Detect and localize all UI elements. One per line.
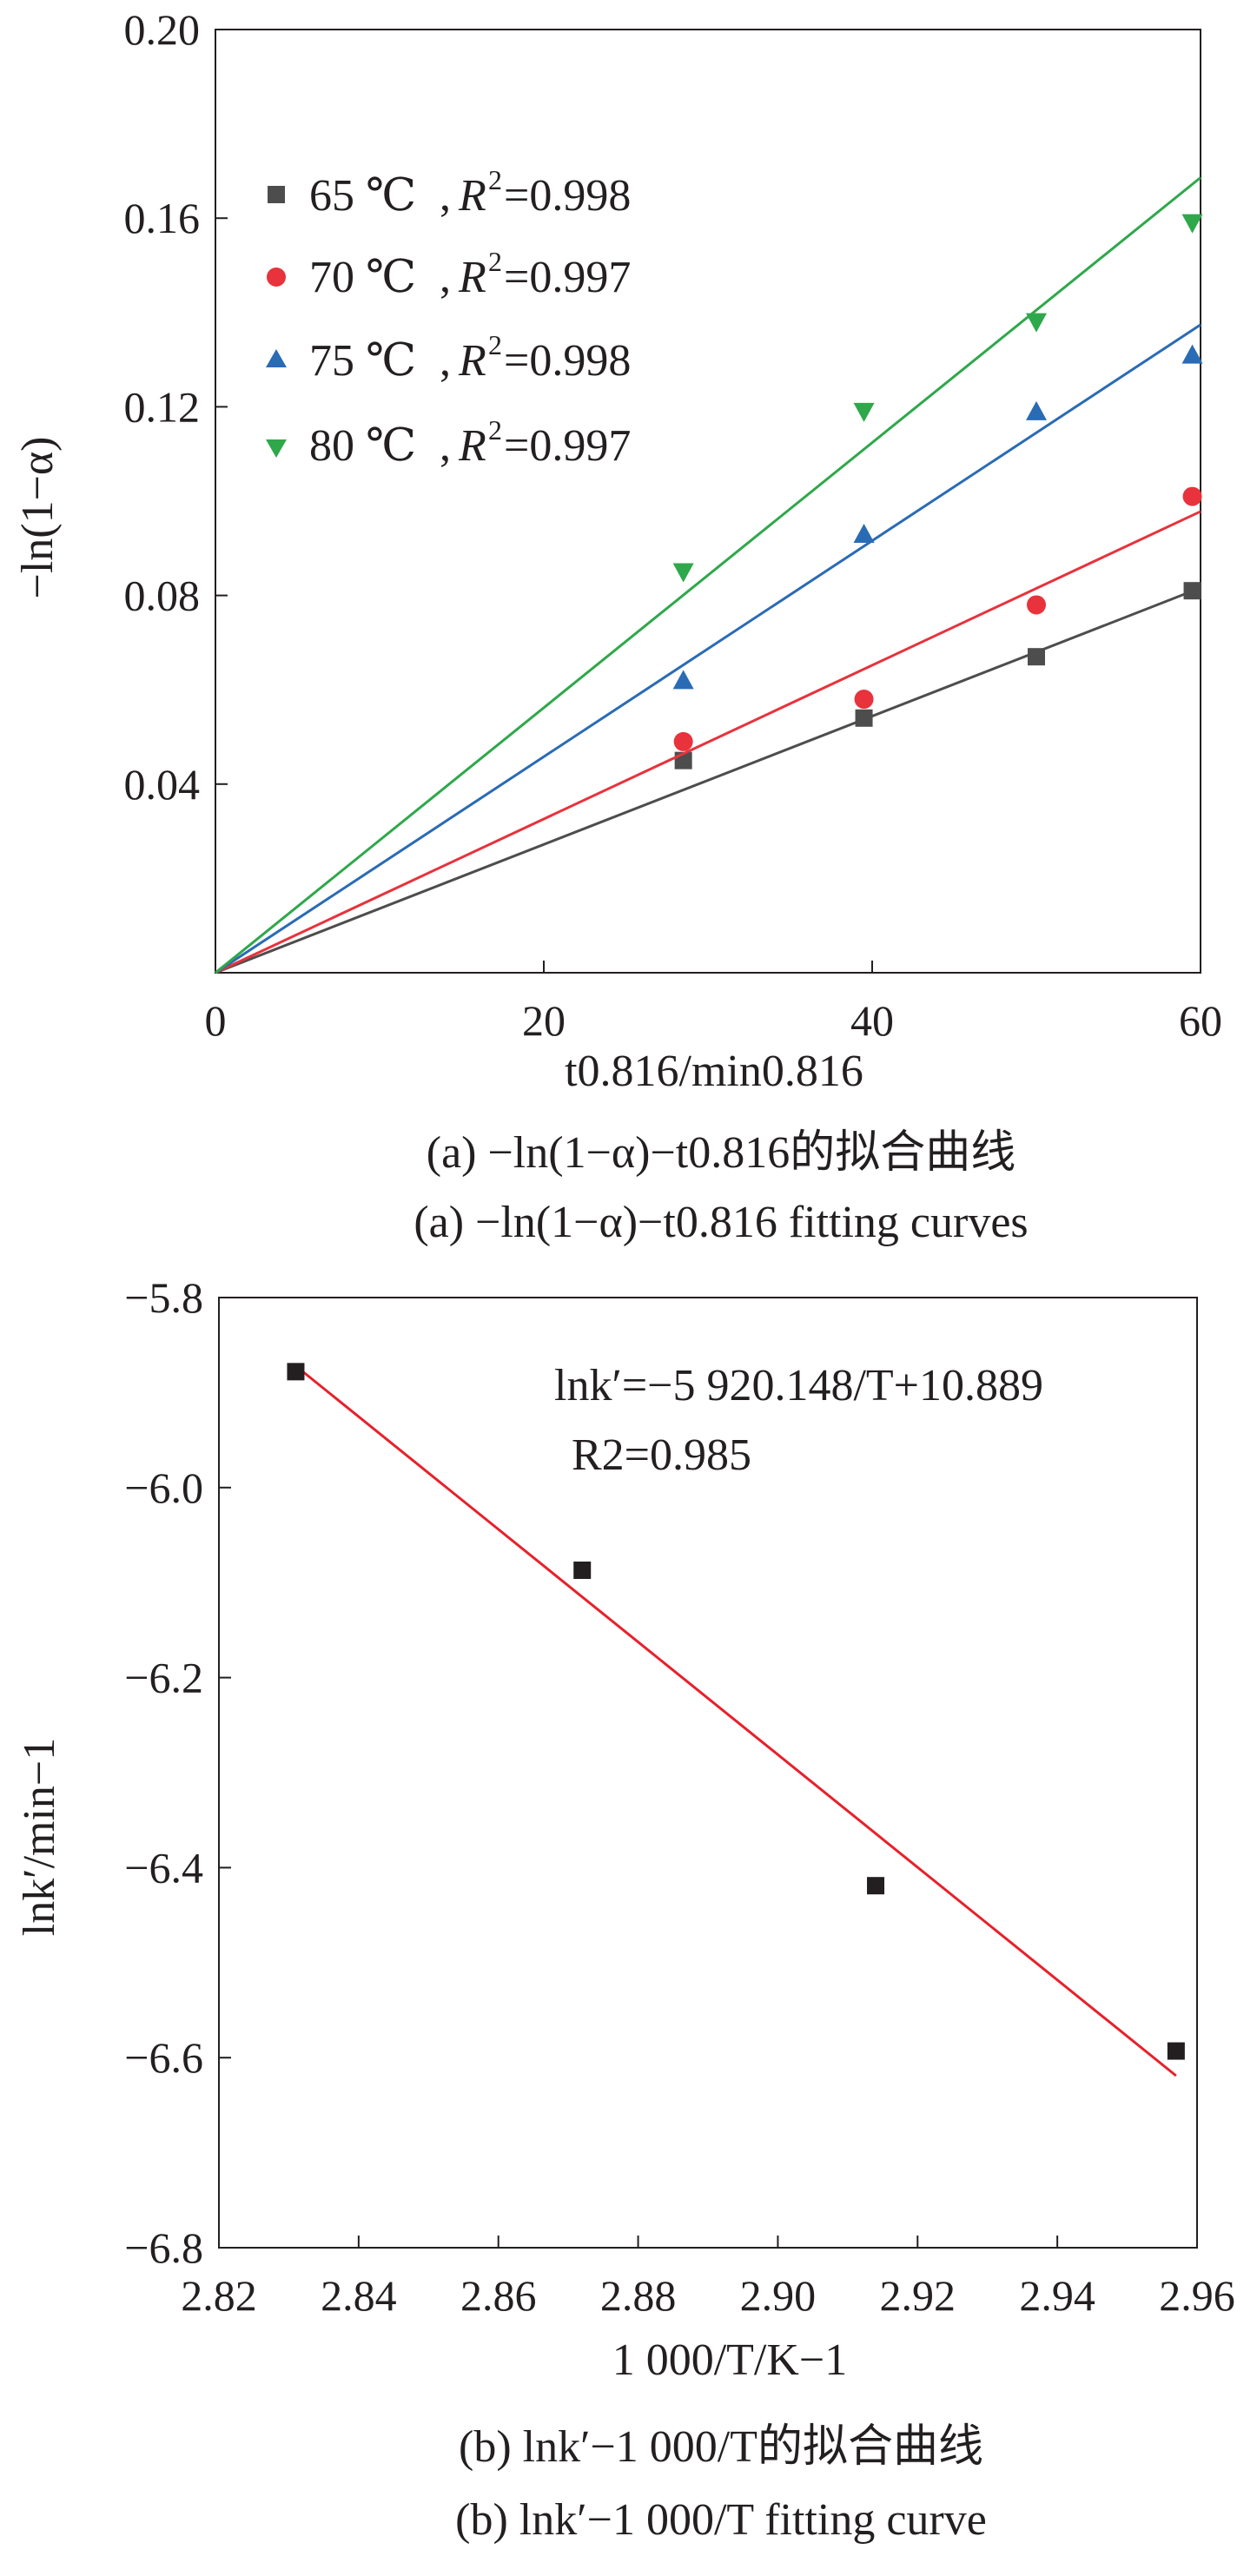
chart-b-x-tick-label: 2.90 xyxy=(740,2271,817,2320)
data-point xyxy=(853,524,875,544)
chart-a-ticks: 0 20 40 60 0.04 0.08 0.12 0.16 0.20 xyxy=(124,5,1223,1045)
legend-70-temp: 70 ℃ xyxy=(309,253,416,302)
data-point xyxy=(1026,400,1047,420)
chart-b-caption-cn: (b) lnk′−1 000/T的拟合曲线 xyxy=(459,2422,983,2472)
chart-b-x-tick-label: 2.84 xyxy=(321,2271,397,2320)
chart-b-x-tick-label: 2.86 xyxy=(460,2271,537,2320)
data-point xyxy=(1183,582,1201,600)
data-point xyxy=(867,1877,885,1895)
legend-65-r-superscript: 2 xyxy=(488,164,502,195)
legend-item-70: 70 ℃ , R 2 =0.997 xyxy=(267,246,631,302)
data-point xyxy=(853,402,875,422)
chart-a-ylabel: −ln(1−α) xyxy=(13,437,63,599)
chart-b-y-tick-label: −6.6 xyxy=(124,2033,203,2082)
legend-65-r2: =0.998 xyxy=(504,171,631,221)
chart-b-y-tick-label: −5.8 xyxy=(124,1273,203,1322)
legend-75-r2: =0.998 xyxy=(504,336,631,386)
legend-80-r-symbol: R xyxy=(458,421,486,471)
chart-b-y-tick-label: −6.0 xyxy=(124,1463,203,1512)
legend-75-temp: 75 ℃ xyxy=(309,336,416,386)
legend-marker-square xyxy=(268,186,285,203)
legend-80-r2: =0.997 xyxy=(504,421,631,471)
chart-b-series-group xyxy=(287,1363,1185,2077)
data-point xyxy=(672,670,694,690)
legend-80-comma: , xyxy=(440,421,451,471)
chart-b-y-tick-label: −6.8 xyxy=(124,2223,203,2272)
legend-75-r-superscript: 2 xyxy=(488,329,502,360)
chart-a-y-tick-label: 0.04 xyxy=(124,760,201,809)
data-point xyxy=(854,690,874,710)
chart-a-figure: 65 ℃ R 2 =0.998 , 70 ℃ , R 2 =0.997 75 ℃… xyxy=(0,0,1257,1268)
legend-item-75: 75 ℃ , R 2 =0.998 xyxy=(266,329,631,386)
data-point xyxy=(1181,344,1203,364)
series-65 xyxy=(215,582,1201,974)
chart-b-y-tick-label: −6.4 xyxy=(124,1843,203,1892)
legend-item-65: 65 ℃ R 2 =0.998 , xyxy=(268,164,631,221)
chart-b-plot-frame xyxy=(218,1297,1198,2249)
chart-a-x-tick-label: 0 xyxy=(205,996,227,1045)
legend-65-comma: , xyxy=(440,171,451,221)
fit-line xyxy=(215,586,1201,974)
chart-b-r-squared: R2=0.985 xyxy=(572,1430,751,1480)
series-75 xyxy=(215,323,1203,974)
data-point xyxy=(1182,486,1202,506)
data-point xyxy=(1167,2042,1185,2060)
chart-a-caption-en: (a) −ln(1−α)−t0.816 fitting curves xyxy=(413,1198,1028,1247)
series-70 xyxy=(215,486,1202,974)
chart-b-ylabel: lnk′/min−1 xyxy=(15,1738,64,1937)
legend-item-80: 80 ℃ , R 2 =0.997 xyxy=(266,414,631,471)
fit-line xyxy=(215,176,1201,974)
chart-b-y-tick-label: −6.2 xyxy=(124,1654,203,1702)
legend-65-temp: 65 ℃ xyxy=(309,171,416,221)
legend-70-r2: =0.997 xyxy=(504,253,631,302)
chart-b-figure: lnk′=−5 920.148/T+10.889 R2=0.985 lnk′/m… xyxy=(0,1268,1257,2576)
legend-70-r-superscript: 2 xyxy=(488,246,502,277)
chart-a-xlabel: t0.816/min0.816 xyxy=(565,1047,863,1096)
legend-70-comma: , xyxy=(440,253,451,302)
chart-b-svg: lnk′=−5 920.148/T+10.889 R2=0.985 lnk′/m… xyxy=(15,1273,1235,2545)
chart-b-caption-en: (b) lnk′−1 000/T fitting curve xyxy=(455,2495,987,2545)
fit-line xyxy=(294,1364,1177,2077)
data-point xyxy=(1026,313,1047,333)
chart-b-ticks: 2.82 2.84 2.86 2.88 2.90 2.92 2.94 2.96 −5.8 −6.0… xyxy=(124,1273,1234,2320)
chart-b-x-tick-label: 2.96 xyxy=(1159,2271,1235,2320)
series-80 xyxy=(215,176,1203,974)
chart-b-xlabel: 1 000/T/K−1 xyxy=(612,2335,848,2385)
legend-80-temp: 80 ℃ xyxy=(309,421,416,471)
fit-line xyxy=(215,510,1201,974)
chart-a-series-group xyxy=(215,176,1203,974)
chart-a-y-tick-label: 0.12 xyxy=(124,382,201,431)
legend-70-r-symbol: R xyxy=(458,253,486,302)
data-point xyxy=(1028,648,1045,666)
data-point xyxy=(1181,214,1203,234)
data-point xyxy=(855,709,873,727)
fit-line xyxy=(215,323,1201,974)
chart-b-x-tick-label: 2.82 xyxy=(181,2271,257,2320)
data-point xyxy=(1027,595,1046,615)
chart-a-x-tick-label: 20 xyxy=(522,996,566,1045)
chart-a-y-tick-label: 0.08 xyxy=(124,571,201,620)
data-point xyxy=(287,1363,305,1381)
chart-b-x-tick-label: 2.94 xyxy=(1019,2271,1095,2320)
legend-75-comma: , xyxy=(440,336,451,386)
data-point xyxy=(672,563,694,583)
chart-b-x-tick-label: 2.88 xyxy=(600,2271,677,2320)
chart-a-y-tick-label: 0.16 xyxy=(124,194,201,242)
chart-a-legend: 65 ℃ R 2 =0.998 , 70 ℃ , R 2 =0.997 75 ℃… xyxy=(266,164,631,471)
legend-80-r-superscript: 2 xyxy=(488,414,502,446)
legend-75-r-symbol: R xyxy=(458,336,486,386)
chart-a-x-tick-label: 60 xyxy=(1179,996,1222,1045)
legend-marker-triangle-down xyxy=(266,439,287,458)
legend-marker-triangle-up xyxy=(266,349,287,367)
chart-b-equation: lnk′=−5 920.148/T+10.889 xyxy=(554,1361,1043,1410)
chart-a-caption-cn: (a) −ln(1−α)−t0.816的拟合曲线 xyxy=(427,1128,1016,1178)
chart-a-y-tick-label: 0.20 xyxy=(124,5,201,54)
data-point xyxy=(673,731,693,751)
chart-b-x-tick-label: 2.92 xyxy=(880,2271,956,2320)
legend-65-r-symbol: R xyxy=(458,171,486,221)
chart-a-x-tick-label: 40 xyxy=(850,996,894,1045)
chart-a-svg: 65 ℃ R 2 =0.998 , 70 ℃ , R 2 =0.997 75 ℃… xyxy=(13,5,1223,1247)
legend-marker-circle xyxy=(267,268,286,287)
data-point xyxy=(573,1561,592,1579)
